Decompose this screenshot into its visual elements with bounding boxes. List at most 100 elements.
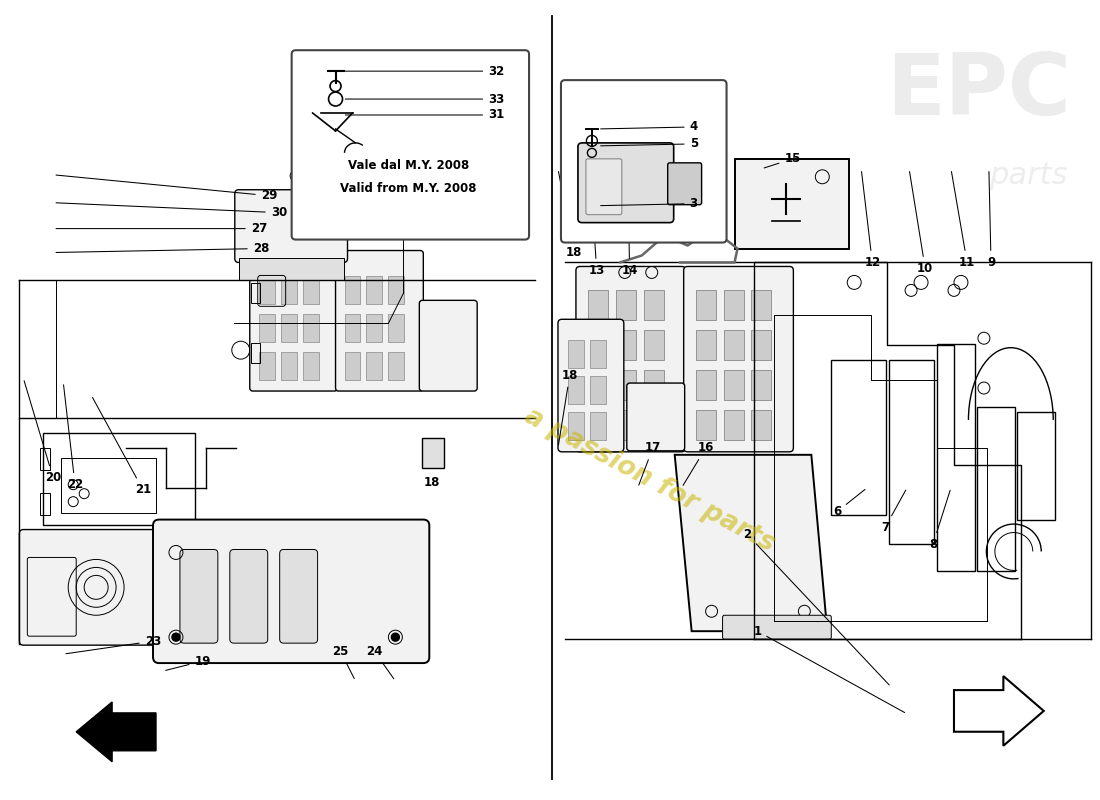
Text: 14: 14 [621,171,638,277]
Text: EPC: EPC [887,50,1071,133]
Text: 22: 22 [64,385,84,491]
FancyBboxPatch shape [258,314,275,342]
FancyBboxPatch shape [724,290,744,320]
FancyBboxPatch shape [590,340,606,368]
FancyBboxPatch shape [724,330,744,360]
FancyBboxPatch shape [388,277,405,304]
Text: Valid from M.Y. 2008: Valid from M.Y. 2008 [340,182,476,195]
FancyBboxPatch shape [695,370,716,400]
FancyBboxPatch shape [258,352,275,380]
FancyBboxPatch shape [366,352,383,380]
FancyBboxPatch shape [561,80,727,242]
FancyBboxPatch shape [695,290,716,320]
FancyBboxPatch shape [153,519,429,663]
Text: 33: 33 [345,93,505,106]
FancyBboxPatch shape [568,412,584,440]
FancyBboxPatch shape [644,410,663,440]
Text: 32: 32 [345,65,505,78]
Text: 31: 31 [345,109,505,122]
FancyBboxPatch shape [336,250,424,391]
Text: 26: 26 [342,229,365,242]
FancyBboxPatch shape [366,277,383,304]
Text: 6: 6 [833,490,865,518]
FancyBboxPatch shape [280,352,297,380]
Text: 1: 1 [754,625,904,713]
Text: 18: 18 [425,476,440,489]
Text: 2: 2 [744,528,889,685]
Text: 27: 27 [56,222,267,235]
FancyBboxPatch shape [751,330,771,360]
Text: 16: 16 [683,442,714,486]
Text: 29: 29 [56,175,277,202]
FancyBboxPatch shape [587,370,608,400]
Polygon shape [76,702,156,762]
FancyBboxPatch shape [279,550,318,643]
FancyBboxPatch shape [572,353,597,385]
FancyBboxPatch shape [695,410,716,440]
Text: 7: 7 [881,490,905,534]
FancyBboxPatch shape [587,290,608,320]
Text: 25: 25 [332,645,354,678]
FancyBboxPatch shape [723,615,832,639]
FancyBboxPatch shape [239,258,343,281]
FancyBboxPatch shape [616,410,636,440]
Text: 9: 9 [987,171,996,269]
FancyBboxPatch shape [735,159,849,249]
FancyBboxPatch shape [280,277,297,304]
FancyBboxPatch shape [590,376,606,404]
FancyBboxPatch shape [20,530,172,645]
FancyBboxPatch shape [302,314,319,342]
FancyBboxPatch shape [568,340,584,368]
FancyBboxPatch shape [627,383,684,451]
FancyBboxPatch shape [422,438,444,468]
FancyBboxPatch shape [644,290,663,320]
FancyBboxPatch shape [280,314,297,342]
Text: 3: 3 [601,197,697,210]
Text: 15: 15 [764,152,801,168]
Text: 5: 5 [601,138,697,150]
FancyBboxPatch shape [250,250,338,391]
FancyBboxPatch shape [668,163,702,205]
FancyBboxPatch shape [751,370,771,400]
FancyBboxPatch shape [724,410,744,440]
Text: 13: 13 [588,171,605,277]
FancyBboxPatch shape [258,277,275,304]
Text: parts: parts [990,162,1068,190]
FancyBboxPatch shape [644,370,663,400]
Text: 24: 24 [366,645,394,678]
FancyBboxPatch shape [302,352,319,380]
FancyBboxPatch shape [616,290,636,320]
FancyBboxPatch shape [587,330,608,360]
FancyBboxPatch shape [419,300,477,391]
Text: 10: 10 [910,171,933,275]
FancyBboxPatch shape [230,550,267,643]
FancyBboxPatch shape [751,290,771,320]
Polygon shape [954,676,1044,746]
FancyBboxPatch shape [644,330,663,360]
Text: 30: 30 [56,203,287,219]
FancyBboxPatch shape [616,330,636,360]
Text: a passion for parts: a passion for parts [520,402,780,557]
FancyBboxPatch shape [344,314,361,342]
Circle shape [392,633,399,641]
Text: 18: 18 [559,171,582,259]
Circle shape [172,633,180,641]
FancyBboxPatch shape [724,370,744,400]
Text: 28: 28 [56,242,270,255]
FancyBboxPatch shape [576,266,685,452]
FancyBboxPatch shape [292,50,529,239]
FancyBboxPatch shape [751,410,771,440]
Text: 20: 20 [24,381,62,484]
FancyBboxPatch shape [388,352,405,380]
FancyBboxPatch shape [180,550,218,643]
FancyBboxPatch shape [234,190,348,262]
FancyBboxPatch shape [558,319,624,452]
Text: 18: 18 [559,369,578,445]
FancyBboxPatch shape [684,266,793,452]
Text: 8: 8 [928,490,950,551]
Text: 19: 19 [166,654,211,670]
Text: 17: 17 [639,442,661,485]
Text: 23: 23 [66,634,161,654]
FancyBboxPatch shape [366,314,383,342]
Text: 11: 11 [952,171,976,269]
